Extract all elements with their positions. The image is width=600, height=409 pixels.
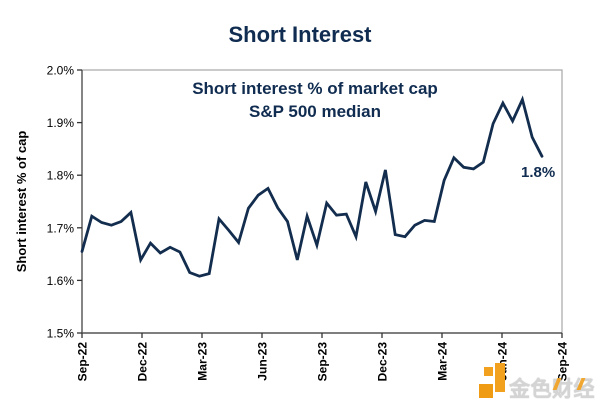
- plot-inner-title-line1: Short interest % of market cap: [192, 79, 438, 98]
- last-value-annotation: 1.8%: [521, 164, 556, 181]
- x-tick-label: Mar-24: [436, 342, 450, 381]
- x-tick-label: Sep-23: [316, 342, 330, 382]
- x-tick-label: Dec-23: [376, 342, 390, 382]
- y-tick-label: 1.5%: [47, 327, 75, 341]
- y-tick-label: 1.7%: [47, 221, 75, 235]
- x-tick-label: Mar-23: [196, 342, 210, 381]
- short-interest-line: [80, 95, 544, 278]
- x-tick-label: Jun-23: [256, 342, 270, 381]
- y-tick-label: 2.0%: [47, 64, 75, 78]
- x-tick-label: Sep-22: [76, 342, 90, 382]
- x-tick-label: Dec-22: [136, 342, 150, 382]
- plot-inner-title: Short interest % of market cap S&P 500 m…: [192, 77, 438, 123]
- x-tick-label: Sep-24: [556, 342, 570, 382]
- y-tick-label: 1.8%: [47, 169, 75, 183]
- y-tick-label: 1.6%: [47, 274, 75, 288]
- plot-inner-title-line2: S&P 500 median: [249, 102, 381, 121]
- y-axis-title: Short interest % of cap: [14, 131, 29, 273]
- y-tick-label: 1.9%: [47, 116, 75, 130]
- watermark: 金色财经: [478, 360, 600, 405]
- watermark-text: 金色财经: [509, 378, 595, 401]
- chart-title: Short Interest: [228, 22, 372, 47]
